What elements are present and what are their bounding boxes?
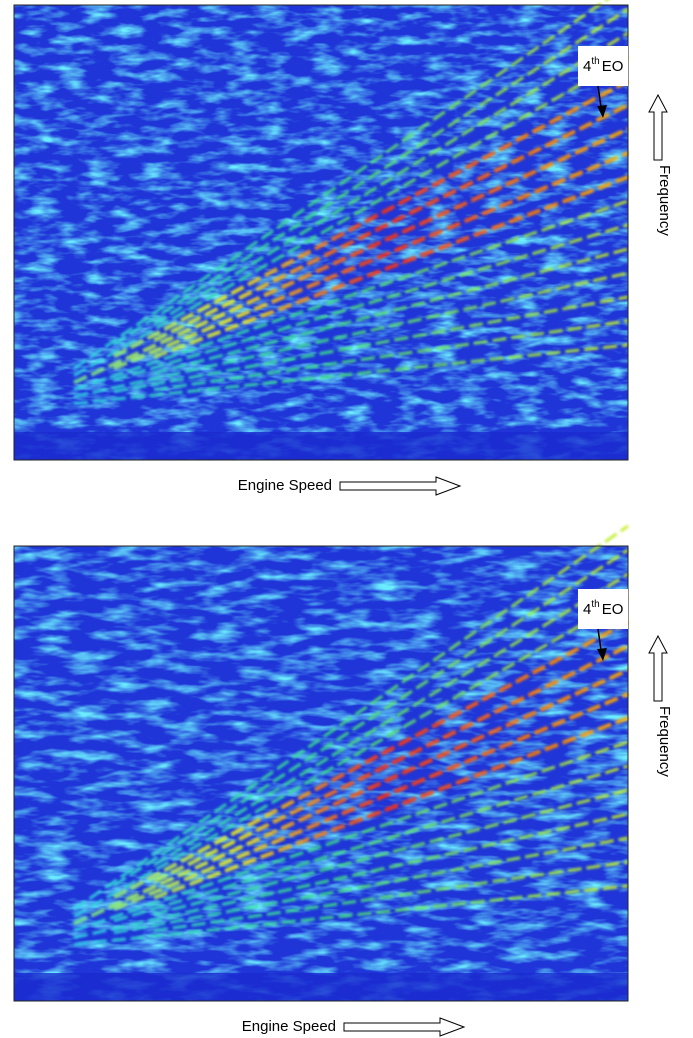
order-lines: [73, 0, 629, 406]
annotation-text: 4th EO: [583, 56, 623, 75]
order-line: [153, 788, 629, 916]
annotation-order: 4: [583, 601, 591, 618]
order-line: [153, 716, 629, 900]
order-line: [73, 524, 629, 911]
annotation-order: 4: [583, 58, 591, 75]
order-line: [73, 343, 629, 406]
y-axis-label: Frequency: [656, 165, 673, 236]
order-line: [153, 644, 629, 884]
annotation-box: [578, 589, 628, 629]
order-line: [113, 692, 629, 911]
x-axis-label: Engine Speed: [242, 1018, 336, 1035]
panel-border: [13, 4, 629, 461]
y-axis-label: Frequency: [656, 706, 673, 777]
order-line: [113, 620, 629, 900]
order-line: [73, 884, 629, 947]
order-line: [113, 836, 629, 935]
order-line: [153, 247, 629, 375]
spectrogram-floor: [14, 432, 628, 460]
spectrogram-floor: [14, 973, 628, 1001]
order-line: [113, 548, 629, 887]
order-line: [113, 79, 629, 359]
order-line: [113, 151, 629, 370]
order-line: [153, 31, 629, 326]
order-line: [73, 55, 629, 377]
x-axis-label: Engine Speed: [238, 477, 332, 494]
annotation-arrowhead: [597, 105, 607, 118]
annotation-superscript: th: [591, 599, 599, 610]
order-line: [153, 103, 629, 343]
order-lines: [73, 524, 629, 947]
annotation-superscript: th: [591, 56, 599, 67]
annotation-text: 4th EO: [583, 599, 623, 618]
order-line: [153, 860, 629, 933]
frequency-arrow: [648, 634, 668, 702]
order-line: [153, 572, 629, 867]
order-line: [113, 7, 629, 346]
engine-speed-arrow: [339, 476, 462, 496]
spectrogram-panel: 4th EO Frequency Engine Speed: [13, 0, 673, 496]
order-line: [153, 175, 629, 359]
order-line: [73, 199, 629, 391]
frequency-arrow: [648, 93, 668, 161]
annotation-arrowhead: [597, 648, 607, 661]
order-line: [113, 295, 629, 394]
order-line: [73, 0, 609, 370]
engine-speed-arrow: [343, 1017, 466, 1037]
order-line: [113, 764, 629, 923]
panel-border: [13, 545, 629, 1002]
spectrogram-panel: 4th EO Frequency Engine Speed: [13, 524, 673, 1037]
annotation-box: [578, 46, 628, 86]
annotation-label: EO: [602, 58, 624, 75]
order-line: [73, 127, 629, 385]
annotation-label: EO: [602, 601, 624, 618]
order-line: [73, 668, 629, 926]
order-line: [73, 740, 629, 932]
order-line: [73, 596, 629, 918]
order-line: [153, 319, 629, 392]
order-line: [113, 223, 629, 382]
